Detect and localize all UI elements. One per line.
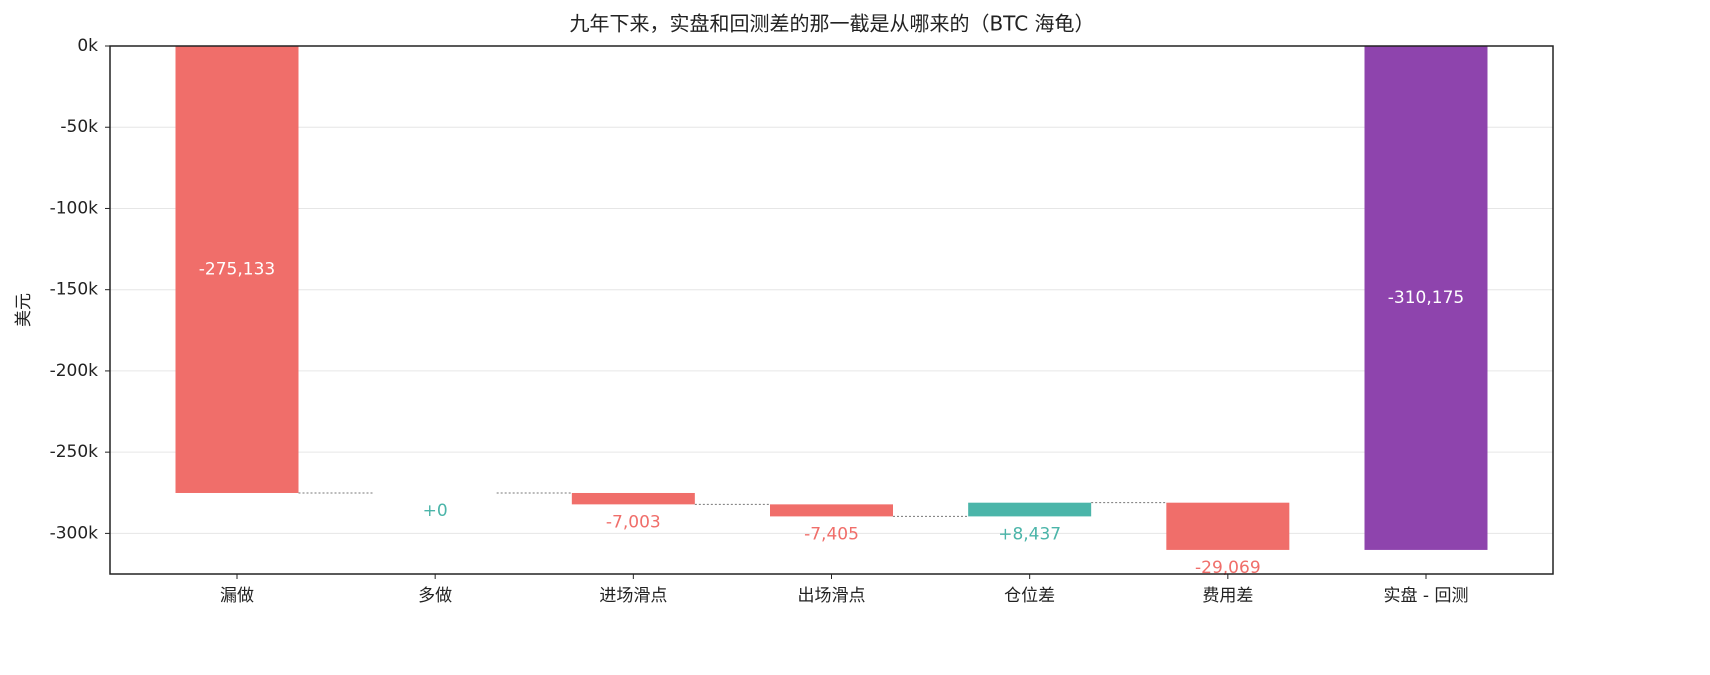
x-tick-label: 进场滑点 (599, 586, 667, 606)
bar (1166, 502, 1290, 550)
bar (571, 492, 695, 505)
y-tick-label: 0k (77, 36, 98, 56)
y-tick-label: -100k (50, 198, 99, 218)
value-label: -310,175 (1388, 288, 1464, 308)
value-label: -7,405 (804, 524, 859, 544)
chart-title: 九年下来，实盘和回测差的那一截是从哪来的（BTC 海龟） (569, 12, 1094, 36)
x-tick-label: 出场滑点 (798, 586, 866, 606)
y-tick-label: -200k (50, 361, 99, 381)
y-tick-label: -150k (50, 280, 99, 300)
bar (1364, 46, 1488, 550)
bar (968, 502, 1092, 517)
x-tick-label: 费用差 (1202, 586, 1253, 606)
x-tick-label: 仓位差 (1004, 586, 1055, 606)
value-label: -275,133 (199, 259, 275, 279)
y-tick-label: -50k (60, 117, 98, 137)
y-tick-label: -300k (50, 523, 99, 543)
y-axis-label: 美元 (14, 293, 34, 327)
plot-frame (109, 45, 1554, 575)
value-label: -7,003 (606, 512, 661, 532)
value-label: -29,069 (1195, 558, 1261, 578)
value-label: +8,437 (998, 524, 1061, 544)
x-tick-label: 多做 (418, 586, 452, 606)
bar (770, 504, 893, 517)
value-label: +0 (423, 501, 448, 521)
x-tick-label: 漏做 (220, 586, 254, 606)
y-tick-label: -250k (50, 442, 99, 462)
bar (175, 46, 299, 493)
x-tick-label: 实盘 - 回测 (1384, 586, 1469, 606)
